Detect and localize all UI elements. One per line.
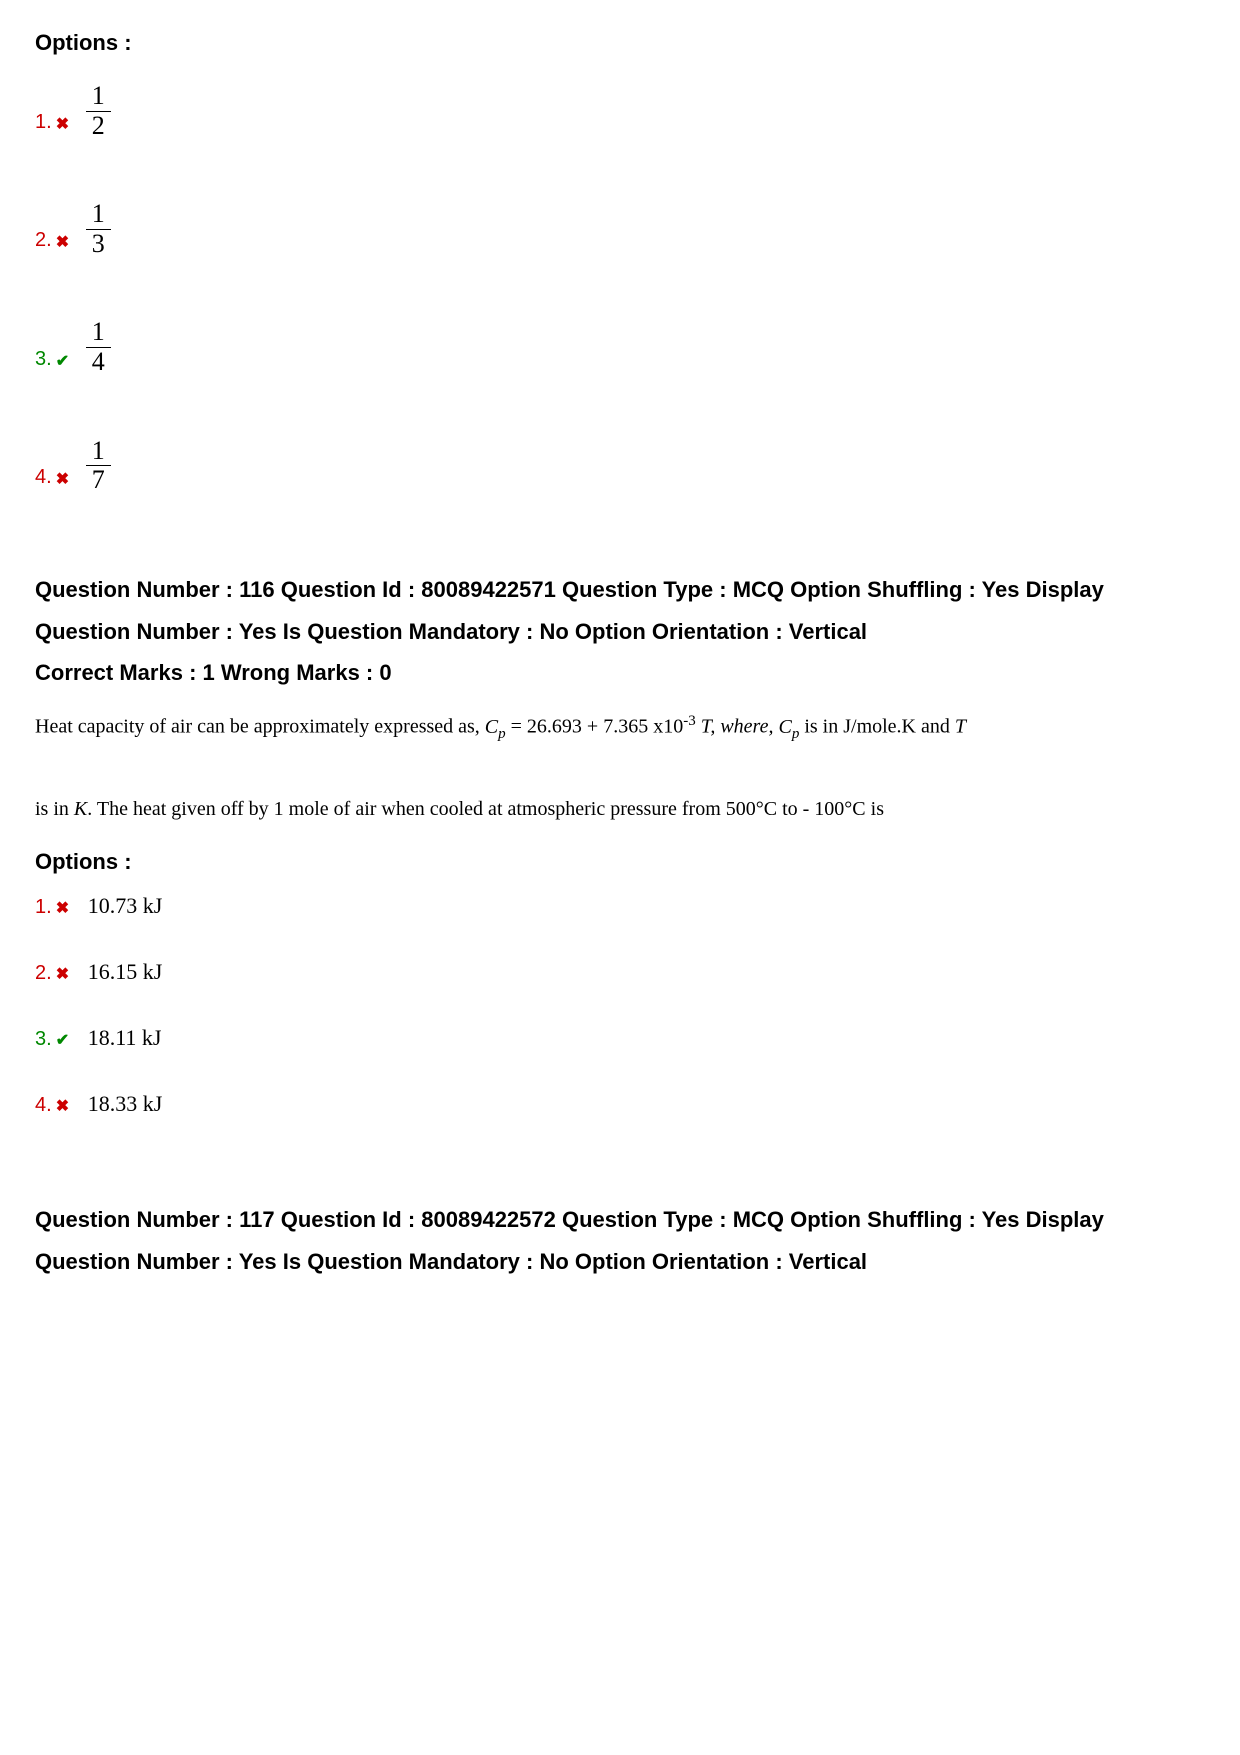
fraction-denominator: 7: [86, 466, 111, 495]
options-block-2: 1. ✖ 10.73 kJ 2. ✖ 16.15 kJ 3. ✔ 18.11 k…: [35, 895, 1205, 1119]
option-row: 2. ✖ 1 3: [35, 194, 1205, 252]
k-symbol: K: [74, 798, 87, 820]
option-number: 2.: [35, 229, 52, 252]
question-meta-line1: Question Number : 117 Question Id : 8008…: [35, 1207, 1104, 1274]
option-number: 1.: [35, 896, 52, 919]
cross-icon: ✖: [56, 964, 72, 984]
option-row: 1. ✖ 1 2: [35, 76, 1205, 134]
option-row: 3. ✔ 18.11 kJ: [35, 1027, 1205, 1053]
cp-symbol: Cp: [778, 716, 799, 738]
option-number: 3.: [35, 348, 52, 371]
option-row: 4. ✖ 1 7: [35, 431, 1205, 489]
body-text: is in J/mole.K and: [799, 716, 955, 738]
cross-icon: ✖: [56, 1096, 72, 1116]
options-block-1: Options : 1. ✖ 1 2 2. ✖ 1 3 3. ✔ 1 4 4. …: [35, 30, 1205, 489]
option-number: 4.: [35, 1094, 52, 1117]
check-icon: ✔: [56, 351, 72, 371]
fraction-denominator: 3: [86, 230, 111, 259]
fraction-value: 1 7: [86, 437, 111, 495]
option-row: 3. ✔ 1 4: [35, 312, 1205, 370]
option-row: 4. ✖ 18.33 kJ: [35, 1093, 1205, 1119]
fraction-value: 1 4: [86, 318, 111, 376]
option-row: 2. ✖ 16.15 kJ: [35, 961, 1205, 987]
body-text: is in: [35, 798, 74, 820]
question-body: Heat capacity of air can be approximatel…: [35, 706, 1205, 829]
question-116: Question Number : 116 Question Id : 8008…: [35, 569, 1205, 1119]
question-117: Question Number : 117 Question Id : 8008…: [35, 1199, 1205, 1283]
cross-icon: ✖: [56, 469, 72, 489]
option-number: 3.: [35, 1028, 52, 1051]
t-symbol: T: [955, 716, 966, 738]
options-heading: Options :: [35, 30, 1205, 56]
fraction-numerator: 1: [86, 200, 111, 230]
cross-icon: ✖: [56, 232, 72, 252]
body-text: Heat capacity of air can be approximatel…: [35, 716, 485, 738]
fraction-value: 1 2: [86, 82, 111, 140]
option-text: 18.11 kJ: [88, 1025, 162, 1051]
fraction-denominator: 2: [86, 112, 111, 141]
cp-symbol: Cp: [485, 716, 506, 738]
question-meta: Question Number : 116 Question Id : 8008…: [35, 569, 1205, 694]
body-text: = 26.693 + 7.365 x10: [506, 716, 684, 738]
question-meta-line1: Question Number : 116 Question Id : 8008…: [35, 577, 1104, 644]
cross-icon: ✖: [56, 898, 72, 918]
question-marks: Correct Marks : 1 Wrong Marks : 0: [35, 660, 392, 685]
options-heading: Options :: [35, 849, 1205, 875]
fraction-value: 1 3: [86, 200, 111, 258]
option-number: 2.: [35, 962, 52, 985]
question-meta: Question Number : 117 Question Id : 8008…: [35, 1199, 1205, 1283]
body-text: T, where,: [696, 716, 779, 738]
check-icon: ✔: [56, 1030, 72, 1050]
body-text: . The heat given off by 1 mole of air wh…: [87, 798, 884, 820]
fraction-denominator: 4: [86, 348, 111, 377]
option-text: 10.73 kJ: [88, 893, 163, 919]
fraction-numerator: 1: [86, 318, 111, 348]
option-number: 1.: [35, 111, 52, 134]
cross-icon: ✖: [56, 114, 72, 134]
option-number: 4.: [35, 466, 52, 489]
option-text: 16.15 kJ: [88, 959, 163, 985]
fraction-numerator: 1: [86, 437, 111, 467]
option-text: 18.33 kJ: [88, 1091, 163, 1117]
option-row: 1. ✖ 10.73 kJ: [35, 895, 1205, 921]
exponent: -3: [683, 713, 696, 729]
fraction-numerator: 1: [86, 82, 111, 112]
